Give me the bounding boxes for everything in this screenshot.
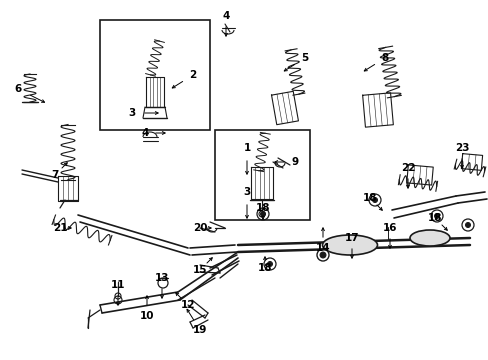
Circle shape xyxy=(267,261,272,266)
Text: 23: 23 xyxy=(454,143,468,153)
Text: 3: 3 xyxy=(128,108,135,118)
Ellipse shape xyxy=(409,230,449,246)
Text: 10: 10 xyxy=(140,311,154,321)
Text: 18: 18 xyxy=(362,193,376,203)
Text: 5: 5 xyxy=(301,53,308,63)
Text: 20: 20 xyxy=(192,223,207,233)
Text: 6: 6 xyxy=(14,84,21,94)
Circle shape xyxy=(434,213,439,219)
Text: 2: 2 xyxy=(189,70,196,80)
Text: 12: 12 xyxy=(181,300,195,310)
Text: 16: 16 xyxy=(382,223,396,233)
Circle shape xyxy=(372,198,377,202)
Text: 18: 18 xyxy=(257,263,272,273)
Text: 13: 13 xyxy=(154,273,169,283)
Text: 4: 4 xyxy=(141,128,148,138)
Circle shape xyxy=(260,211,265,216)
Text: 7: 7 xyxy=(51,170,59,180)
Text: 17: 17 xyxy=(344,233,359,243)
Text: 22: 22 xyxy=(400,163,414,173)
Circle shape xyxy=(319,252,325,258)
Text: 19: 19 xyxy=(192,325,207,335)
Ellipse shape xyxy=(322,235,377,255)
Bar xyxy=(215,130,309,220)
Text: 3: 3 xyxy=(243,187,250,197)
Text: 14: 14 xyxy=(315,243,329,253)
Text: 18: 18 xyxy=(255,203,270,213)
Text: 15: 15 xyxy=(192,265,207,275)
Text: 18: 18 xyxy=(427,213,441,223)
Text: 9: 9 xyxy=(291,157,298,167)
Text: 11: 11 xyxy=(110,280,125,290)
Bar xyxy=(100,20,209,130)
Circle shape xyxy=(465,222,469,228)
Text: 1: 1 xyxy=(243,143,250,153)
Text: 8: 8 xyxy=(381,53,388,63)
Text: 4: 4 xyxy=(222,11,229,21)
Text: 21: 21 xyxy=(53,223,67,233)
